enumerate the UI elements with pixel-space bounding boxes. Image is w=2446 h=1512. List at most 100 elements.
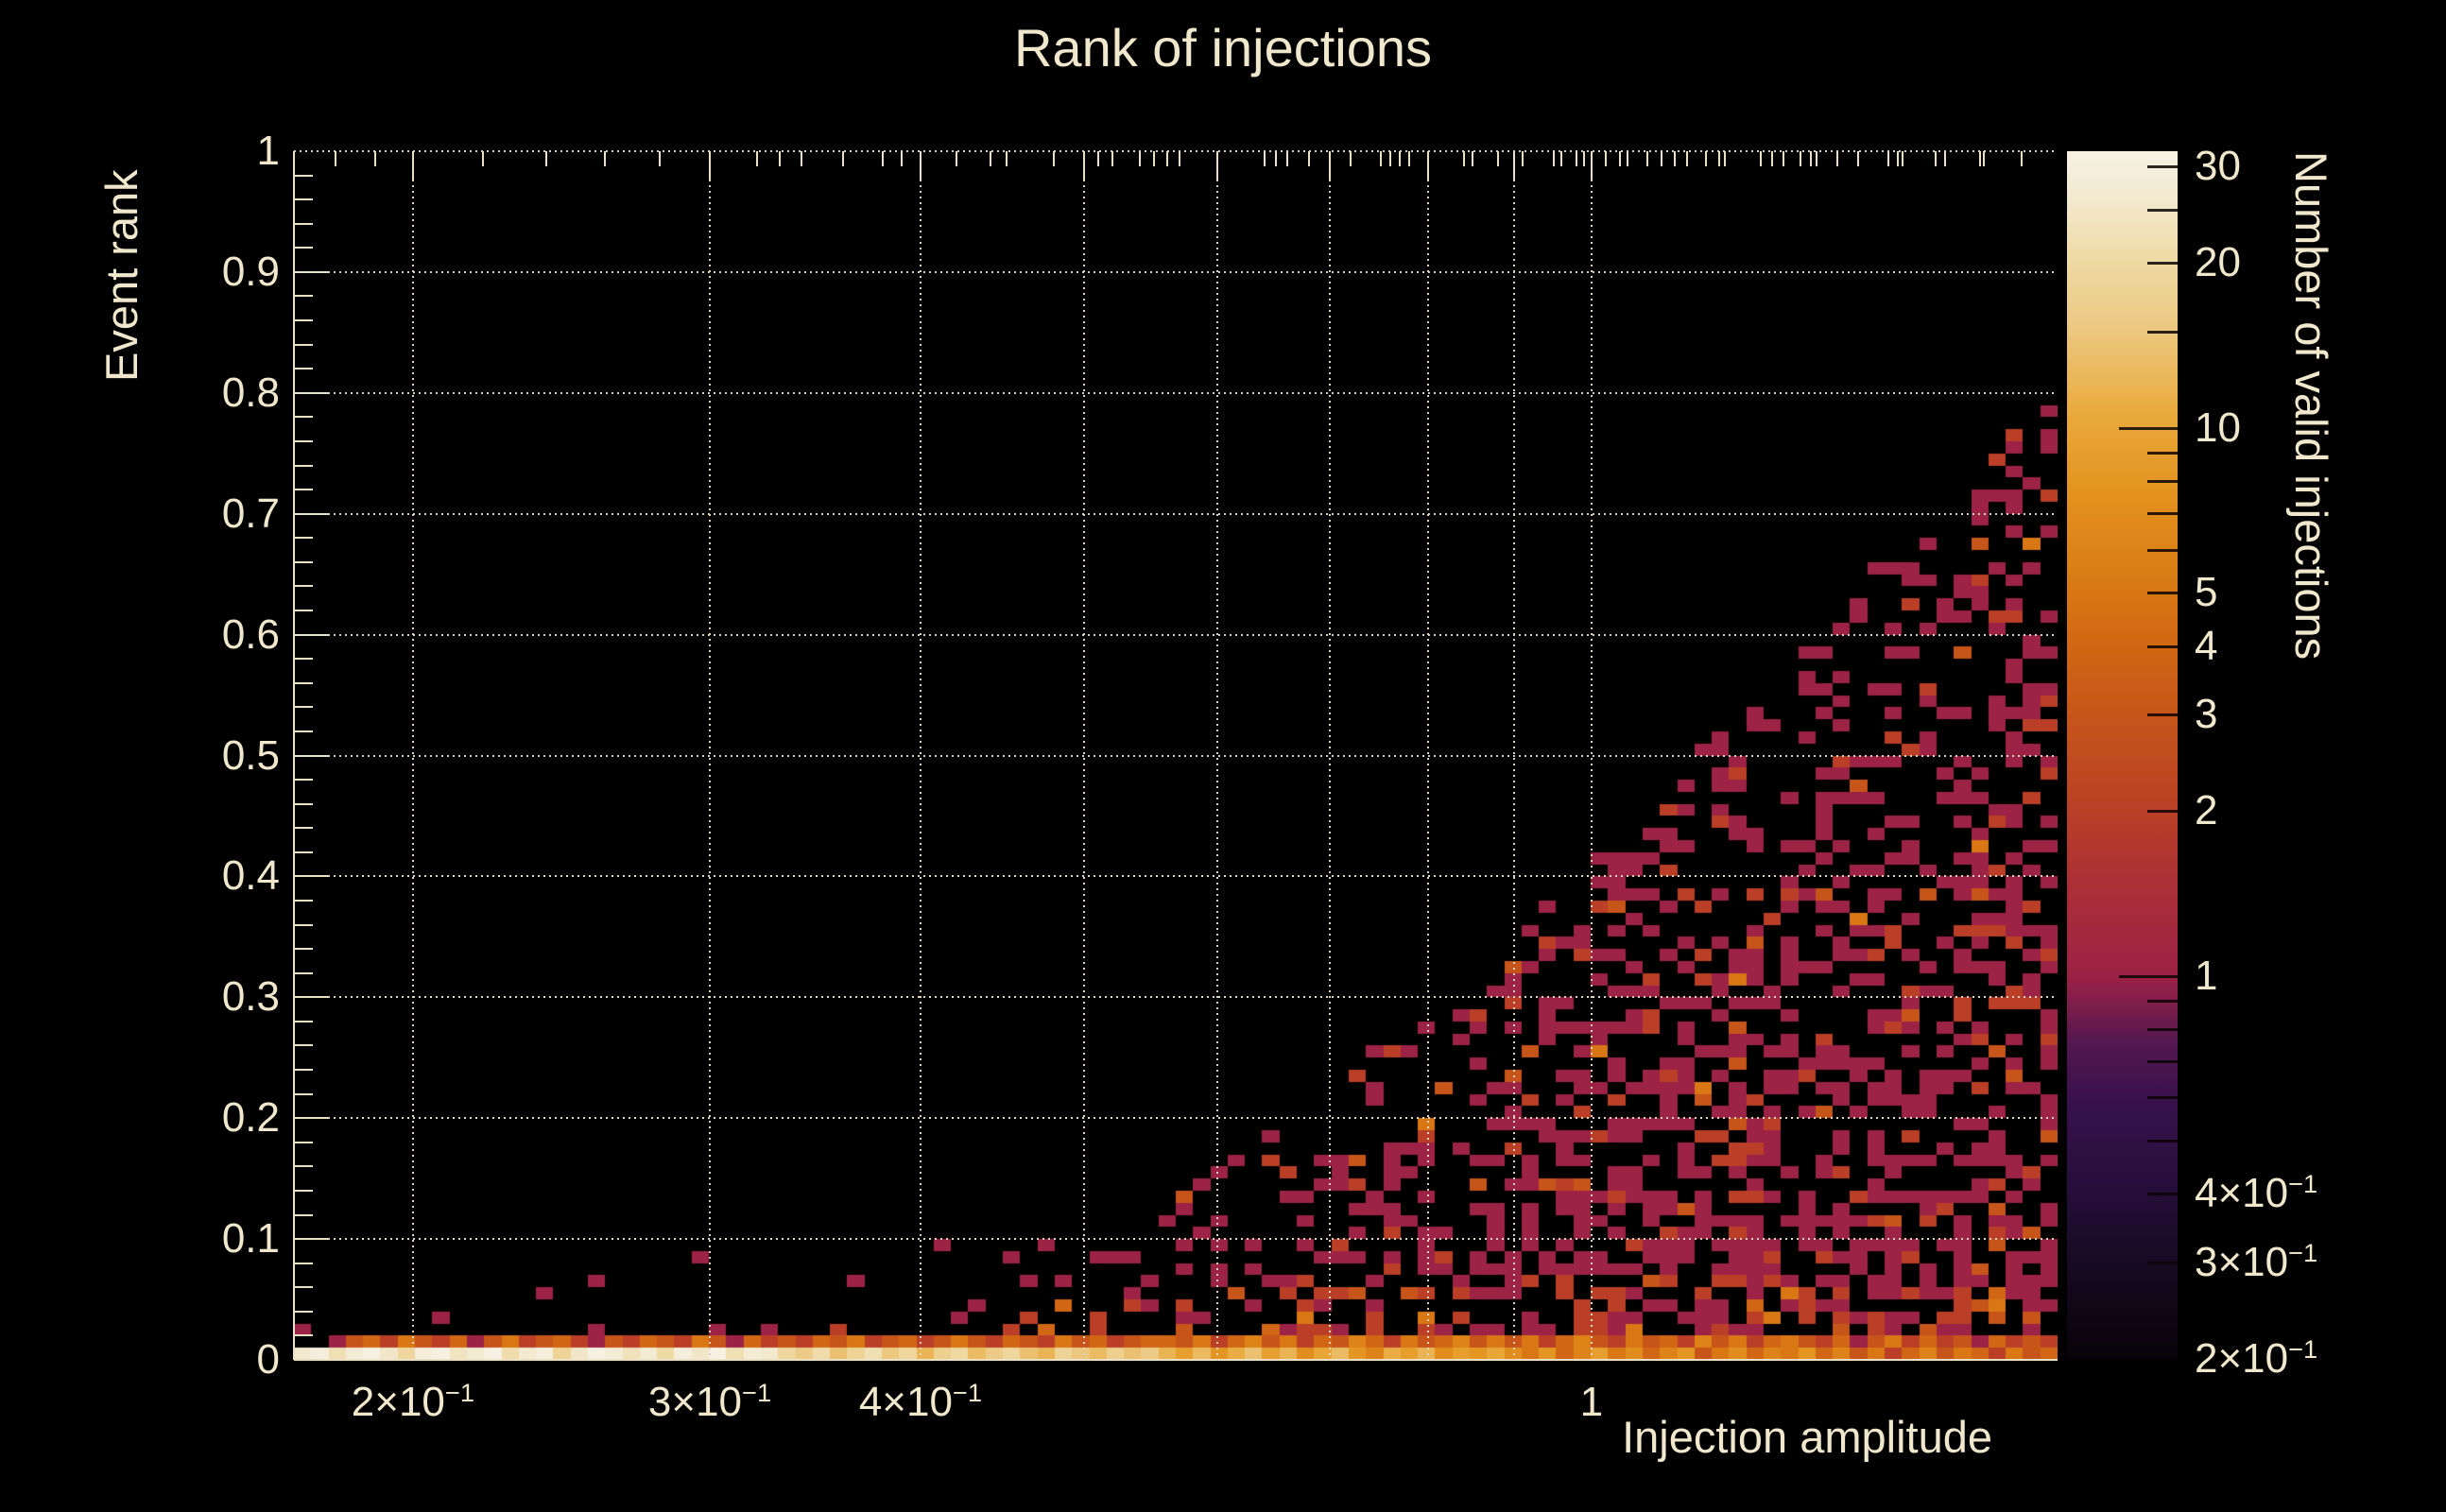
x-minor-tick-mark	[1978, 151, 1981, 166]
y-tick-mark	[294, 730, 313, 732]
y-tick-mark	[294, 295, 313, 298]
colorbar-tick-label: 3×10−1	[2195, 1237, 2318, 1285]
y-tick-mark	[294, 391, 328, 394]
y-tick-mark	[294, 1286, 313, 1289]
x-major-tick-mark	[1513, 151, 1516, 180]
colorbar-tick-label: 4×10−1	[2195, 1169, 2318, 1217]
colorbar-tick-mark	[2147, 644, 2178, 648]
y-tick-mark	[294, 1262, 313, 1264]
colorbar-minor-tick-mark	[2147, 1140, 2178, 1143]
x-axis-line	[294, 1359, 2058, 1361]
gridline-horizontal	[294, 1238, 2058, 1241]
y-tick-mark	[294, 1141, 313, 1143]
x-minor-tick-mark	[1902, 151, 1904, 166]
x-minor-tick-mark	[1857, 151, 1860, 166]
x-minor-tick-mark	[1389, 151, 1392, 166]
y-tick-mark	[294, 996, 328, 999]
chart-title: Rank of injections	[1013, 18, 1432, 77]
colorbar-minor-tick-mark	[2147, 1059, 2178, 1063]
colorbar-tick-label: 2×10−1	[2195, 1334, 2318, 1382]
x-minor-tick-mark	[1583, 151, 1586, 166]
colorbar-tick-label: 1	[2195, 952, 2218, 999]
x-tick-label: 3×10−1	[647, 1378, 772, 1425]
exponent: −1	[2288, 1169, 2318, 1199]
x-minor-tick-mark	[1576, 151, 1578, 166]
y-tick-label: 0.1	[221, 1215, 280, 1263]
x-major-tick-mark	[1082, 151, 1085, 180]
exponent: −1	[2288, 1237, 2318, 1267]
x-minor-tick-mark	[1165, 151, 1168, 166]
x-minor-tick-mark	[1660, 151, 1662, 166]
y-tick-mark	[294, 585, 313, 588]
y-tick-mark	[294, 439, 313, 442]
y-tick-mark	[294, 198, 313, 201]
x-minor-tick-mark	[1605, 151, 1608, 166]
y-tick-label: 0.7	[221, 490, 280, 537]
colorbar-tick-mark	[2147, 810, 2178, 814]
y-tick-mark	[294, 633, 328, 636]
x-minor-tick-mark	[1275, 151, 1278, 166]
exponent: −1	[952, 1378, 983, 1407]
x-minor-tick-mark	[1496, 151, 1499, 166]
x-minor-tick-mark	[1097, 151, 1100, 166]
plot-area	[293, 150, 2058, 1361]
x-minor-tick-mark	[1462, 151, 1465, 166]
x-minor-tick-mark	[1285, 151, 1288, 166]
x-minor-tick-mark	[778, 151, 781, 166]
x-minor-tick-mark	[481, 151, 484, 166]
x-minor-tick-mark	[1816, 151, 1818, 166]
y-tick-mark	[294, 1189, 313, 1192]
x-tick-label: 2×10−1	[351, 1378, 474, 1425]
colorbar-minor-tick-mark	[2147, 1000, 2178, 1004]
x-minor-tick-mark	[1399, 151, 1402, 166]
x-minor-tick-mark	[1934, 151, 1937, 166]
colorbar-tick-label: 10	[2195, 404, 2241, 451]
colorbar-tick-mark	[2147, 1193, 2178, 1196]
y-tick-mark	[294, 948, 313, 951]
y-tick-mark	[294, 1213, 313, 1216]
y-tick-mark	[294, 1334, 313, 1337]
colorbar-tick-label: 30	[2195, 143, 2241, 190]
x-major-tick-mark	[1329, 151, 1332, 180]
colorbar-tick-mark	[2147, 713, 2178, 717]
colorbar-minor-tick-mark	[2147, 209, 2178, 213]
x-minor-tick-mark	[1139, 151, 1142, 166]
x-minor-tick-mark	[604, 151, 607, 166]
x-major-tick-mark	[1426, 151, 1429, 180]
gridline-horizontal	[294, 996, 2058, 999]
x-tick-label: 1	[1579, 1379, 1604, 1425]
colorbar-minor-tick-mark	[2147, 1027, 2178, 1031]
gridline-horizontal	[294, 512, 2058, 515]
colorbar-tick-mark	[2119, 974, 2178, 978]
exponent: −1	[742, 1378, 772, 1407]
y-tick-mark	[294, 464, 313, 467]
x-minor-tick-mark	[1897, 151, 1900, 166]
x-minor-tick-mark	[1705, 151, 1708, 166]
x-minor-tick-mark	[1783, 151, 1785, 166]
y-tick-mark	[294, 560, 313, 563]
x-minor-tick-mark	[1379, 151, 1382, 166]
colorbar-tick-label: 3	[2195, 691, 2218, 738]
x-minor-tick-mark	[1553, 151, 1556, 166]
colorbar-tick-label: 4	[2195, 622, 2218, 669]
x-major-tick-mark	[1590, 151, 1593, 180]
x-minor-tick-mark	[1626, 151, 1628, 166]
colorbar-minor-tick-mark	[2147, 452, 2178, 455]
colorbar-tick-mark	[2147, 1261, 2178, 1264]
y-tick-mark	[294, 489, 313, 491]
x-minor-tick-mark	[1724, 151, 1727, 166]
y-tick-mark	[294, 899, 313, 902]
colorbar	[2067, 151, 2178, 1359]
y-tick-mark	[294, 706, 313, 709]
x-minor-tick-mark	[1983, 151, 1986, 166]
y-tick-mark	[294, 1069, 313, 1072]
x-major-tick-mark	[919, 151, 922, 180]
x-minor-tick-mark	[1006, 151, 1008, 166]
x-minor-tick-mark	[1560, 151, 1563, 166]
y-tick-mark	[294, 1238, 328, 1241]
y-tick-mark	[294, 174, 313, 177]
x-minor-tick-mark	[1053, 151, 1056, 166]
colorbar-title: Number of valid injections	[2286, 151, 2336, 661]
x-minor-tick-mark	[1771, 151, 1774, 166]
